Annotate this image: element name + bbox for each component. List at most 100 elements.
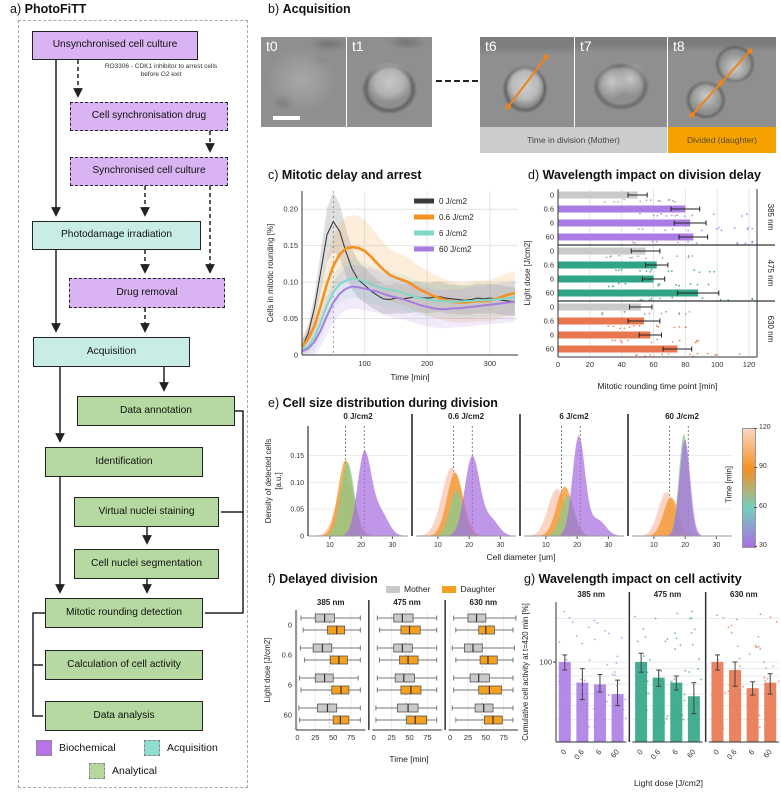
scatter-dot xyxy=(691,214,694,217)
x-tick-label: 25 xyxy=(464,733,472,742)
scatter-dot xyxy=(644,636,647,638)
scatter-dot xyxy=(728,684,731,687)
x-tick-label: 25 xyxy=(387,733,395,742)
scatter-dot xyxy=(675,283,678,286)
scatter-dot xyxy=(737,645,739,648)
scatter-dot xyxy=(687,240,689,243)
frame-label-t7: t7 xyxy=(580,38,592,54)
scatter-dot xyxy=(675,637,678,640)
y-axis-label: Cumulative cell activity at t=420 min [%… xyxy=(521,603,530,741)
x-tick-label: 0.6 xyxy=(725,748,739,762)
scatter-dot xyxy=(733,227,736,230)
panel-g-title: g) Wavelength impact on cell activity xyxy=(524,572,742,586)
scatter-dot xyxy=(645,257,647,260)
flow-node-photodamage-irradiation: Photodamage irradiation xyxy=(32,221,201,250)
scatter-dot xyxy=(641,228,644,231)
scatter-dot xyxy=(758,726,761,729)
colorbar-tick-mark xyxy=(754,546,757,547)
x-tick-label: 20 xyxy=(465,542,473,549)
scatter-dot xyxy=(607,285,610,288)
scatter-dot xyxy=(620,341,623,344)
flow-node-data-analysis: Data analysis xyxy=(45,701,203,731)
scatter-dot xyxy=(558,680,560,683)
y-axis-label: Light dose [J/cm2] xyxy=(523,241,532,306)
scatter-dot xyxy=(661,353,664,356)
x-tick-label: 120 xyxy=(743,360,756,369)
scatter-dot xyxy=(634,242,637,244)
flow-node-unsynchronised-cell-culture: Unsynchronised cell culture xyxy=(32,31,198,60)
legend-label: Analytical xyxy=(112,765,157,777)
scatter-dot xyxy=(588,659,591,662)
scatter-dot xyxy=(741,215,743,217)
scatter-dot xyxy=(608,632,610,635)
x-tick-label: 25 xyxy=(311,733,319,742)
division-bar-mother-label: Time in division (Mother) xyxy=(527,135,620,145)
scatter-dot xyxy=(605,256,608,259)
dose-tick-label: 6 xyxy=(550,275,554,284)
scatter-dot xyxy=(738,657,741,660)
scatter-dot xyxy=(629,256,632,259)
scatter-dot xyxy=(684,326,687,329)
scatter-dot xyxy=(649,199,652,202)
scatter-dot xyxy=(748,653,751,656)
facet-title: 385 nm xyxy=(577,590,605,599)
y-tick-label: 0.05 xyxy=(290,507,304,514)
scatter-dot xyxy=(698,271,701,274)
legend-label: Mother xyxy=(404,584,431,594)
scatter-dot xyxy=(671,200,674,202)
scatter-dot xyxy=(657,283,660,286)
scatter-dot xyxy=(666,714,669,717)
scatter-dot xyxy=(690,632,693,634)
scatter-dot xyxy=(707,283,710,286)
y-tick-label: 0.10 xyxy=(283,278,298,287)
scatter-dot xyxy=(664,229,667,232)
flow-node-virtual-nuclei-staining: Virtual nuclei staining xyxy=(74,497,219,527)
scatter-dot xyxy=(765,667,768,670)
facet-title: 630 nm xyxy=(730,590,758,599)
scatter-dot xyxy=(645,270,648,273)
scatter-dot xyxy=(697,339,700,342)
dose-bar xyxy=(558,261,657,269)
flow-node-cell-nuclei-segmentation: Cell nuclei segmentation xyxy=(74,549,219,579)
division-bar-mother: Time in division (Mother) xyxy=(480,127,667,153)
scatter-dot xyxy=(661,257,664,259)
scatter-dot xyxy=(754,644,757,647)
activity-bar xyxy=(593,684,606,742)
scatter-dot xyxy=(755,646,757,649)
scatter-dot xyxy=(673,678,676,680)
scatter-dot xyxy=(627,339,630,342)
scatter-dot xyxy=(618,269,620,272)
x-tick-label: 50 xyxy=(405,733,413,742)
scatter-dot xyxy=(691,610,693,613)
box xyxy=(400,625,421,635)
scatter-dot xyxy=(697,667,700,670)
panel-a-title: a) PhotoFiTT xyxy=(10,2,86,16)
dose-tick-label: 0.6 xyxy=(544,317,554,326)
scatter-dot xyxy=(646,680,649,683)
flow-node-acquisition: Acquisition xyxy=(33,337,190,367)
scatter-dot xyxy=(647,692,650,695)
micrograph-frame-t7: t7 xyxy=(575,37,667,127)
photofitt-flowchart: Unsynchronised cell culture RO3306 - CDK… xyxy=(18,20,248,788)
scatter-dot xyxy=(642,655,645,657)
confidence-band xyxy=(302,215,515,355)
scatter-dot xyxy=(581,642,583,645)
scatter-dot xyxy=(615,685,618,688)
scatter-dot xyxy=(635,354,638,357)
scatter-dot xyxy=(665,310,667,313)
box xyxy=(469,673,490,683)
scatter-dot xyxy=(639,269,641,272)
x-axis-label: Time [min] xyxy=(389,754,428,764)
scatter-dot xyxy=(632,241,634,244)
scatter-dot xyxy=(691,643,694,646)
x-tick-label: 50 xyxy=(329,733,337,742)
y-axis-label: Density of detected cells xyxy=(264,439,273,524)
scatter-dot xyxy=(661,711,664,714)
scatter-dot xyxy=(659,678,662,681)
scatter-dot xyxy=(671,228,674,231)
scatter-dot xyxy=(717,659,720,662)
scatter-dot xyxy=(571,621,574,623)
scatter-dot xyxy=(660,670,663,672)
scatter-dot xyxy=(674,648,677,651)
